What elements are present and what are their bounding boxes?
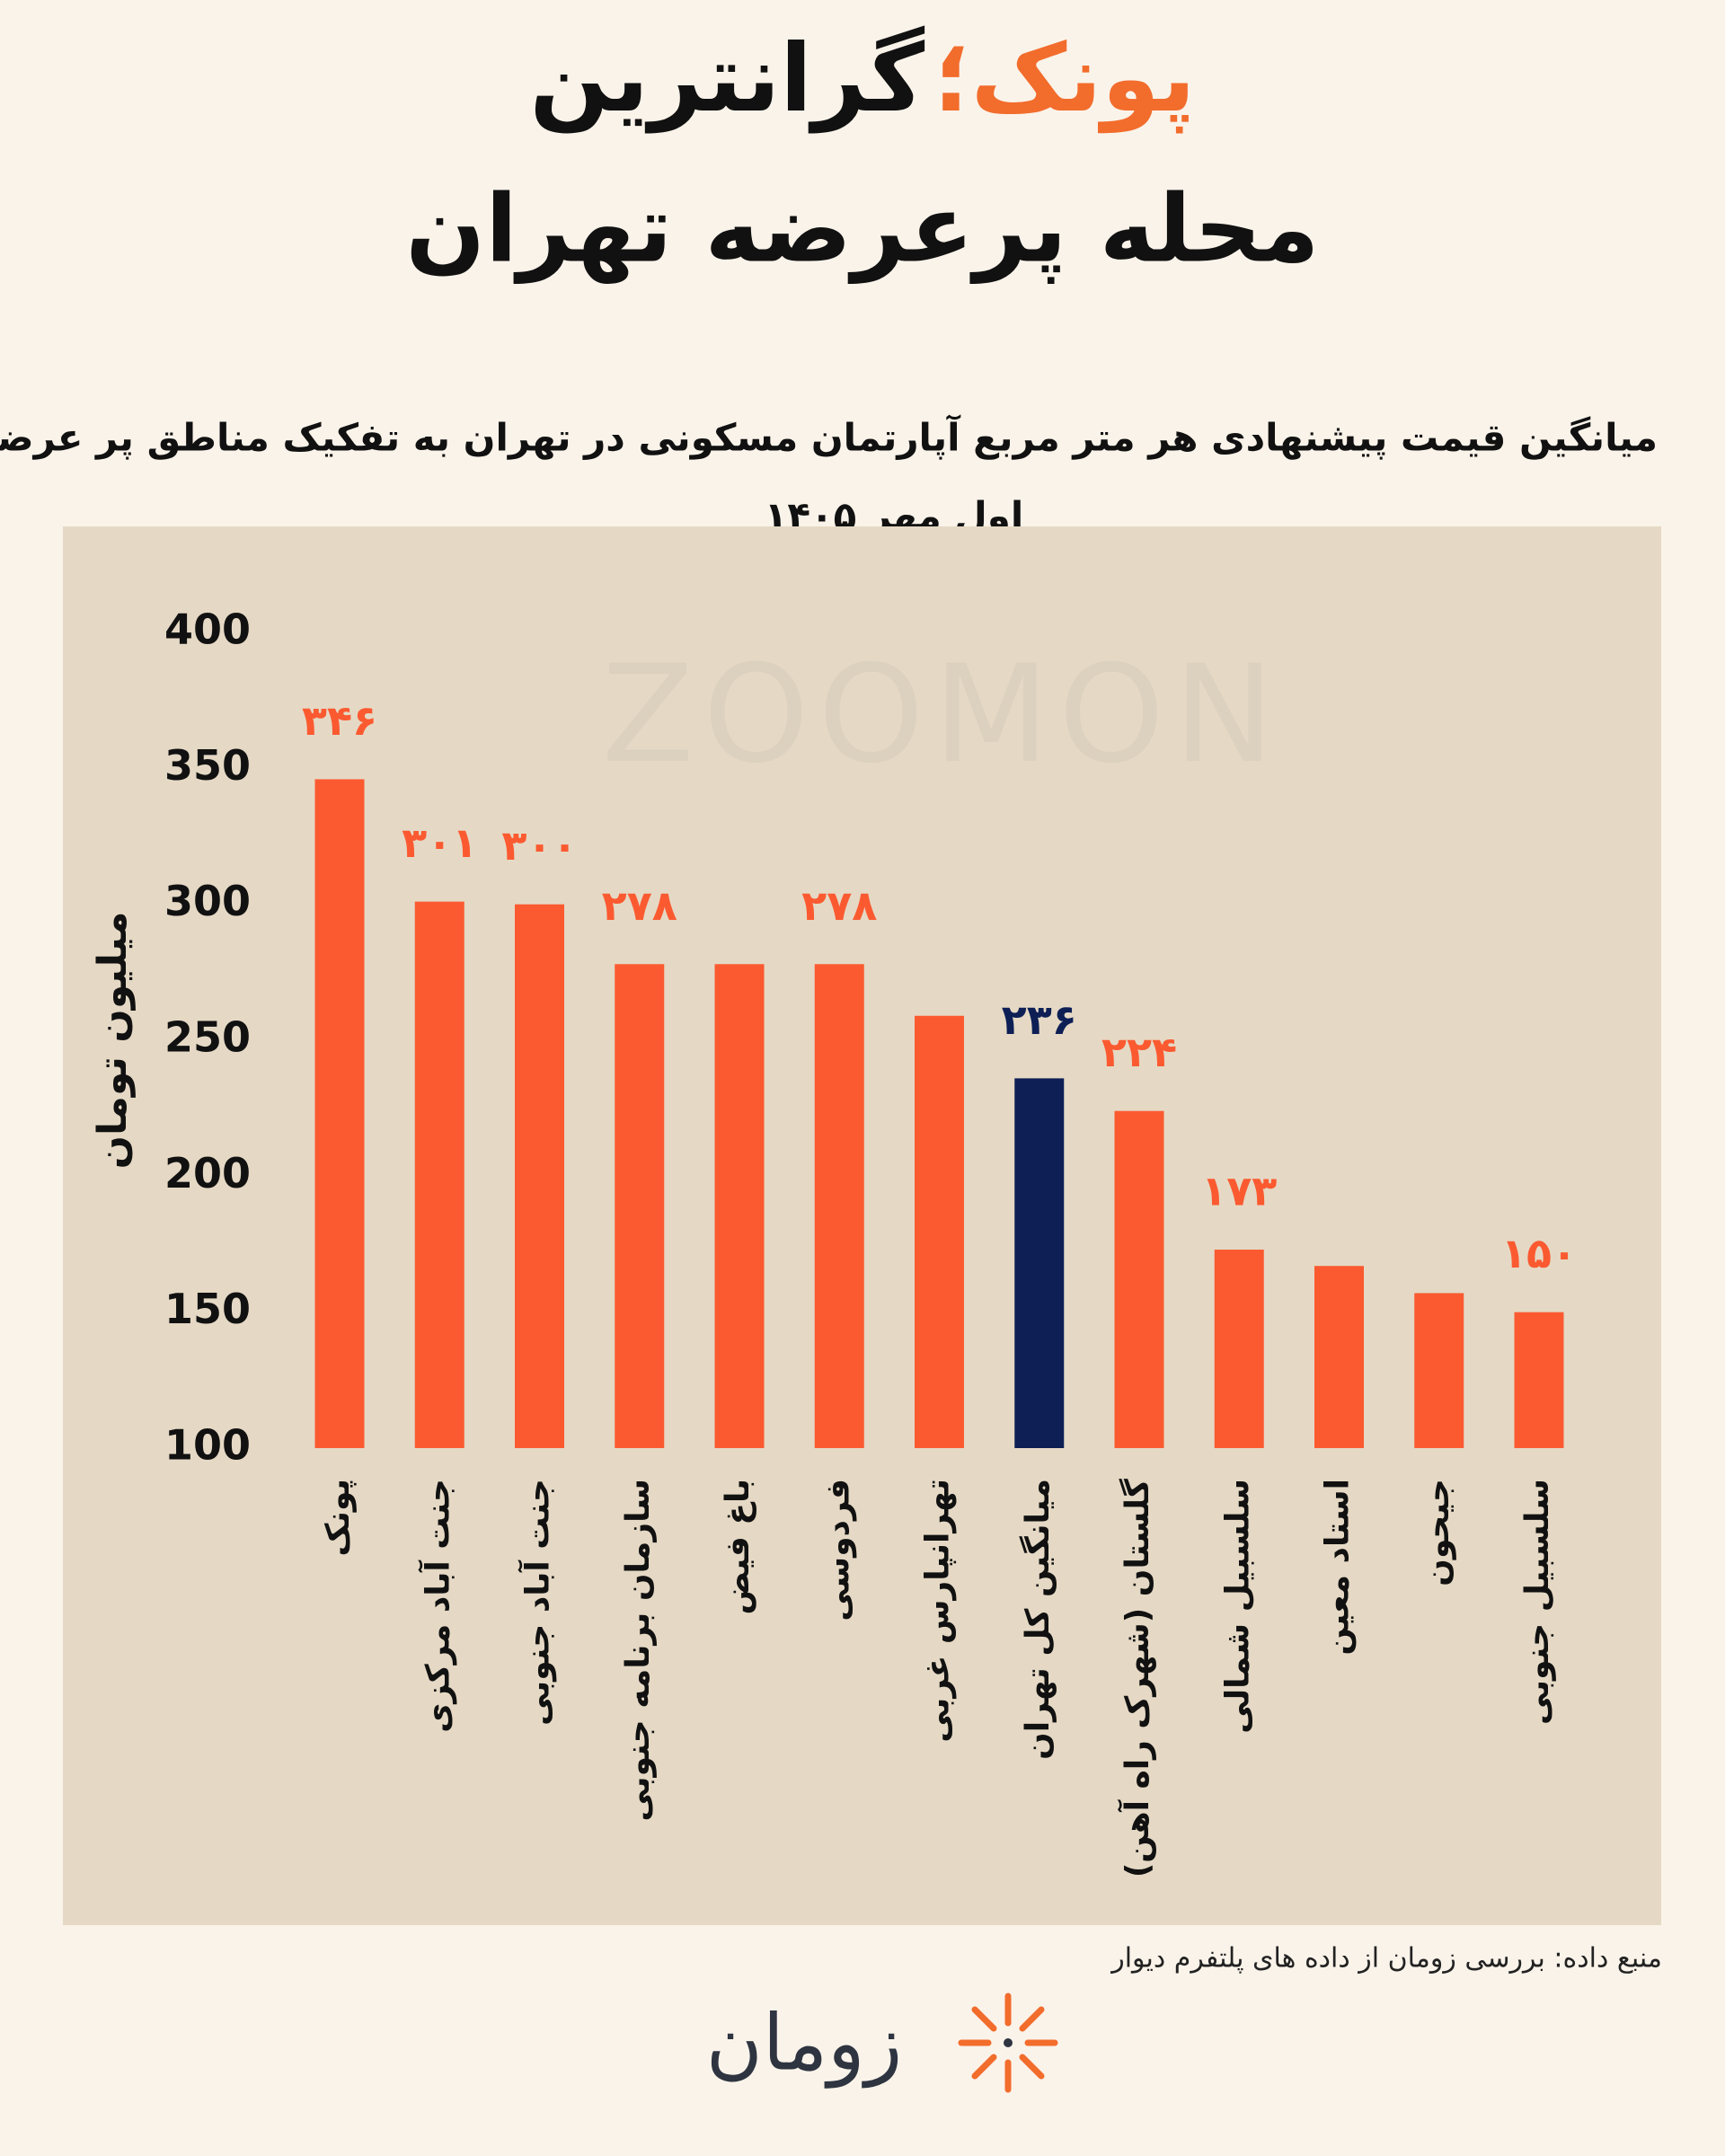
logo-icon [958,1993,1058,2093]
bar [1214,1250,1264,1448]
x-tick-label: فردوسی [819,1479,856,1621]
source: منبع داده: بررسی زومان از داده های پلتفر… [1110,1943,1662,1975]
x-tick-label: جنت آباد مرکزی [417,1479,456,1733]
value-label: ۲۷۸ [801,881,877,930]
y-tick-label: 150 [164,1285,251,1333]
x-tick-label: تهرانپارس غربی [920,1479,957,1743]
bar [414,901,464,1448]
title-line1: پونک؛گرانترین [529,23,1195,134]
y-tick-label: 250 [164,1013,251,1062]
x-tick-label: میانگین کل تهران [1019,1479,1057,1760]
bar [714,964,765,1448]
x-tick-label: باغ فیض [720,1479,756,1615]
chart-title: میانگین قیمت پیشنهادی هر متر مربع آپارتم… [0,415,1658,461]
y-tick-label: 100 [164,1421,251,1470]
title-highlight: پونک؛ [933,23,1195,134]
x-tick-label: سازمان برنامه جنوبی [620,1479,657,1821]
value-label: ۲۲۴ [1101,1028,1177,1076]
title-line2: محله پرعرضه تهران [405,173,1319,284]
bar [814,964,864,1448]
bar [1514,1312,1564,1448]
x-tick-label: سلسبیل شمالی [1219,1479,1256,1734]
bar [314,779,365,1448]
y-tick-label: 200 [164,1149,251,1197]
x-tick-label: جیحون [1420,1479,1456,1586]
bar [1114,1110,1164,1448]
y-tick-label: 300 [164,877,251,925]
title-text: گرانترین [529,23,924,133]
y-tick-label: 400 [164,605,251,654]
value-label: ۲۳۶ [1002,995,1077,1044]
x-tick-label: پونک [320,1479,357,1556]
x-tick-label: جنت آباد جنوبی [518,1479,557,1726]
x-tick-label: استاد معین [1320,1479,1357,1656]
y-tick-label: 350 [164,741,251,790]
value-label: ۳۴۶ [302,696,377,745]
value-label: ۱۷۳ [1201,1167,1277,1215]
bar [1314,1266,1364,1448]
value-label: ۳۰۱ [402,818,477,867]
x-tick-label: گلستان (شهرک راه آهن) [1117,1479,1156,1878]
watermark: ZOOMON [602,637,1284,793]
bar [915,1015,964,1448]
value-label: ۲۷۸ [602,881,677,930]
bar [615,964,665,1448]
value-label: ۳۰۰ [501,821,577,870]
y-axis-label: میلیون تومان [90,911,136,1169]
logo-text: زومان [706,1998,903,2088]
bar [515,904,564,1448]
value-label: ۱۵۰ [1501,1229,1577,1277]
bar [1014,1078,1065,1448]
bar [1414,1293,1464,1448]
x-tick-label: سلسبیل جنوبی [1519,1479,1556,1725]
